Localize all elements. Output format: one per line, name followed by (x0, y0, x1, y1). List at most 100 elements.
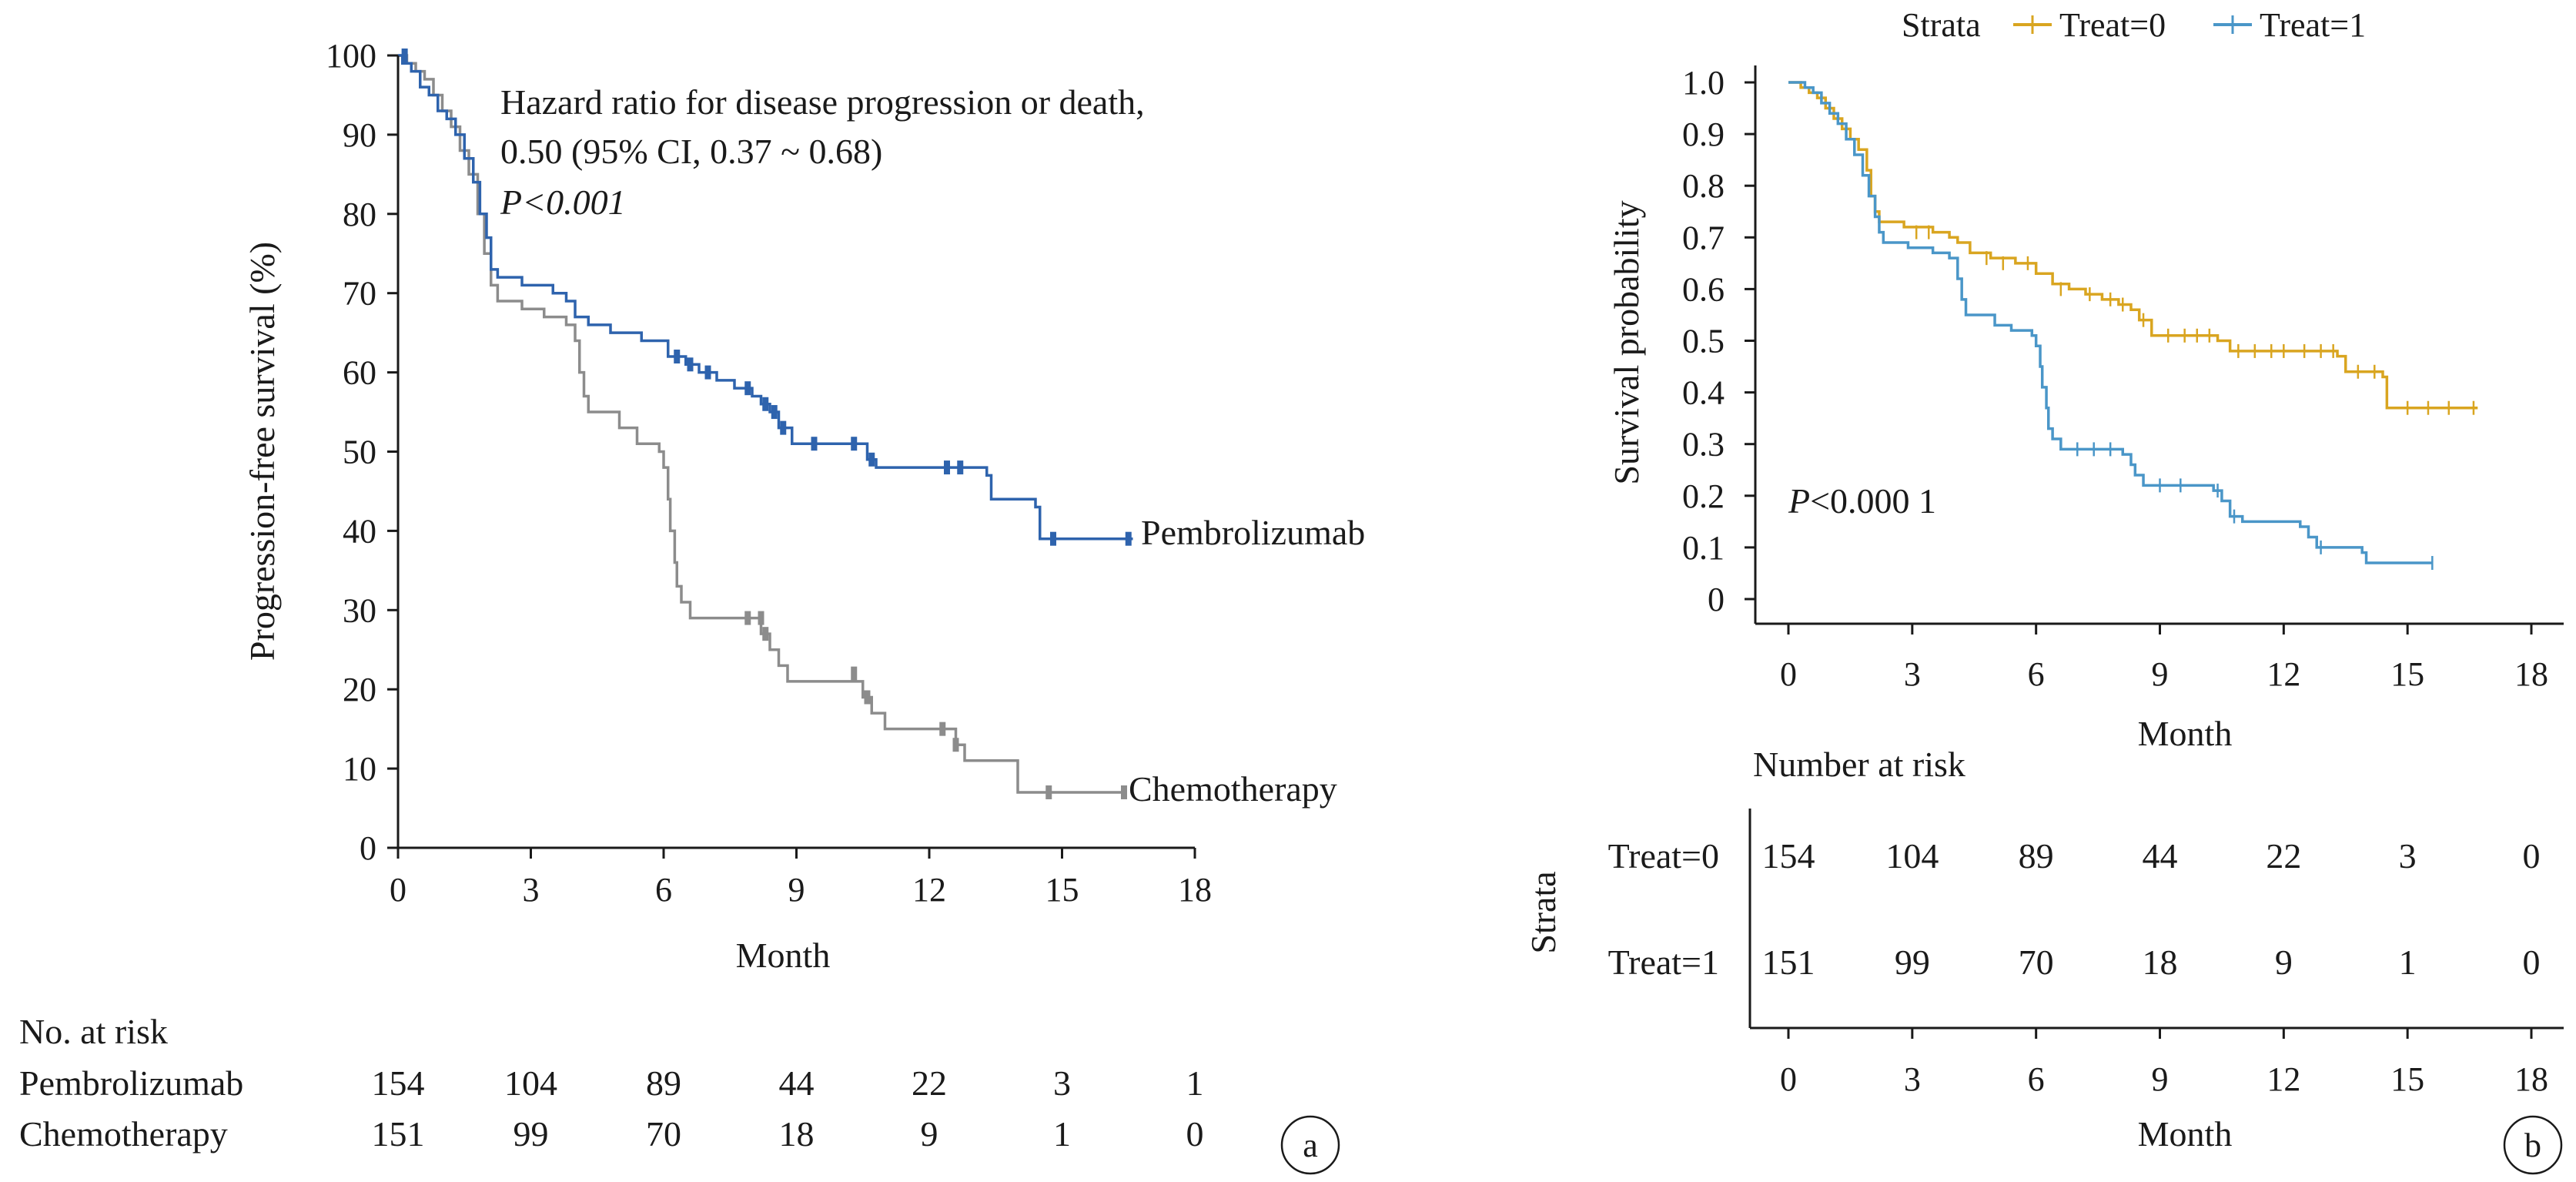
risk-table-b-cell: 0 (2523, 836, 2541, 876)
risk-table-b-cell: 3 (2399, 836, 2417, 876)
risk-table-b-x-axis-label: Month (2138, 1114, 2233, 1154)
censor-mark-chemotherapy (758, 611, 764, 625)
risk-table-a-cell: 44 (779, 1063, 815, 1103)
risk-table-a-cell: 70 (646, 1114, 681, 1154)
panel-a-y-tick-label: 100 (326, 37, 376, 75)
risk-table-b-cell: 1 (2399, 943, 2417, 982)
risk-table-b-cell: 70 (2019, 943, 2054, 982)
censor-mark-pembrolizumab (744, 381, 751, 396)
survival-curve-pembrolizumab (398, 54, 1133, 541)
risk-table-b-cell: 9 (2275, 943, 2293, 982)
censor-mark-pembrolizumab (771, 405, 778, 420)
censor-mark-chemotherapy (762, 627, 769, 641)
panel-a-y-tick-label: 50 (343, 434, 376, 471)
risk-table-a-cell: 18 (779, 1114, 815, 1154)
risk-table-b-x-tick-label: 3 (1904, 1060, 1921, 1098)
risk-table-a-cell: 3 (1053, 1063, 1071, 1103)
risk-table-b-cell: 18 (2143, 943, 2178, 982)
panel-a-y-tick-label: 0 (360, 829, 376, 867)
panel-b-y-tick-label: 0.1 (1682, 529, 1725, 567)
panel-a-y-tick-label: 80 (343, 196, 376, 233)
risk-table-a-title: No. at risk (19, 1012, 168, 1051)
risk-table-a-cell: 151 (372, 1114, 425, 1154)
risk-table-b-values: 154 104 89 44 22 3 0 151 99 70 18 9 1 0 (1762, 836, 2541, 982)
risk-table-b-cell: 151 (1762, 943, 1815, 982)
risk-table-b-x-tick-label: 12 (2267, 1060, 2300, 1098)
censor-mark-pembrolizumab (687, 357, 694, 372)
panel-a-x-tick-label: 18 (1178, 871, 1212, 909)
panel-a-y-tick-label: 40 (343, 512, 376, 550)
panel-b-x-ticks: 0 3 6 9 12 15 18 (1780, 624, 2548, 693)
risk-table-a-cell: 1 (1053, 1114, 1071, 1154)
series-label-pembrolizumab: Pembrolizumab (1141, 513, 1365, 552)
censor-mark-pembrolizumab (1050, 531, 1056, 546)
panel-b-x-tick-label: 18 (2514, 655, 2548, 693)
panel-b-x-tick-label: 12 (2267, 655, 2300, 693)
panel-b-x-tick-label: 6 (2028, 655, 2045, 693)
risk-table-a-cell: 1 (1186, 1063, 1204, 1103)
panel-b: Strata Treat=0 Treat=1 1.0 0.9 0.8 0.7 0.6 0.… (1524, 6, 2564, 1175)
risk-table-a-cell: 104 (504, 1063, 557, 1103)
panel-a-y-tick-label: 60 (343, 354, 376, 392)
panel-a-plot-area (398, 49, 1133, 799)
panel-a-x-axis-label: Month (736, 936, 831, 975)
panel-a-y-axis-label: Progression-free survival (%) (243, 242, 282, 661)
risk-table-a-cell: 99 (514, 1114, 549, 1154)
legend-title: Strata (1902, 6, 1981, 44)
survival-curve-chemotherapy (398, 54, 1124, 794)
risk-table-b-x-tick-label: 15 (2390, 1060, 2424, 1098)
hazard-ratio-annotation-line-1: Hazard ratio for disease progression or … (500, 82, 1145, 122)
risk-table-b-cell: 89 (2019, 836, 2054, 876)
censor-mark-pembrolizumab (851, 437, 858, 451)
panel-b-y-tick-label: 0.2 (1682, 477, 1725, 515)
panel-a-y-tick-label: 10 (343, 750, 376, 788)
panel-b-y-tick-label: 0.3 (1682, 426, 1725, 464)
survival-curve-treat0 (1788, 81, 2478, 410)
panel-b-y-tick-label: 0 (1708, 581, 1725, 618)
censor-mark-chemotherapy (1045, 785, 1052, 799)
risk-table-b-row-label-treat0: Treat=0 (1608, 836, 1719, 876)
risk-table-b-x-tick-label: 6 (2028, 1060, 2045, 1098)
legend-label-treat1: Treat=1 (2260, 6, 2366, 44)
risk-table-b-cell: 99 (1895, 943, 1930, 982)
risk-table-a-cell: 22 (912, 1063, 947, 1103)
risk-table-b-x-tick-label: 0 (1780, 1060, 1797, 1098)
risk-table-b-y-label: Strata (1524, 871, 1563, 953)
panel-b-x-tick-label: 9 (2152, 655, 2169, 693)
panel-a-y-ticks: 0 10 20 30 40 50 60 70 80 90 100 (326, 37, 398, 867)
censor-mark-chemotherapy (744, 611, 751, 625)
panel-a-x-tick-label: 3 (523, 871, 540, 909)
panel-a-x-tick-label: 15 (1045, 871, 1079, 909)
censor-mark-pembrolizumab (780, 420, 787, 435)
panel-b-y-axis-label: Survival probability (1607, 200, 1646, 484)
panel-b-label-circle (2503, 1115, 2563, 1175)
risk-table-b-cell: 104 (1885, 836, 1939, 876)
panel-a-y-tick-label: 20 (343, 671, 376, 708)
legend-label-treat0: Treat=0 (2059, 6, 2166, 44)
panel-a-x-tick-label: 12 (912, 871, 946, 909)
panel-b-x-axis-label: Month (2138, 714, 2233, 753)
panel-b-y-tick-label: 0.9 (1682, 116, 1725, 153)
panel-b-x-tick-label: 0 (1780, 655, 1797, 693)
risk-table-a-values: 154 104 89 44 22 3 1 151 99 70 18 9 1 0 (372, 1063, 1204, 1154)
panel-b-y-tick-label: 0.5 (1682, 323, 1725, 360)
panel-b-y-tick-label: 0.7 (1682, 219, 1725, 256)
panel-a-x-tick-label: 6 (655, 871, 672, 909)
censor-mark-chemotherapy (864, 690, 871, 705)
censor-mark-pembrolizumab (957, 460, 964, 475)
panel-b-y-ticks: 1.0 0.9 0.8 0.7 0.6 0.5 0.4 0.3 0.2 0.1 0 (1682, 64, 1755, 618)
panel-a-label-circle (1280, 1115, 1340, 1175)
series-label-chemotherapy: Chemotherapy (1129, 769, 1337, 809)
risk-table-a-cell: 0 (1186, 1114, 1204, 1154)
risk-table-b-x-tick-label: 9 (2152, 1060, 2169, 1098)
hazard-ratio-annotation-line-2: 0.50 (95% CI, 0.37 ~ 0.68) (500, 132, 882, 171)
risk-table-b-x-ticks: 0 3 6 9 12 15 18 (1780, 1028, 2548, 1098)
risk-table-a-cell: 154 (372, 1063, 425, 1103)
censor-mark-pembrolizumab (762, 397, 769, 411)
p-value-annotation-a: P<0.001 (500, 182, 626, 222)
panel-a-x-tick-label: 0 (390, 871, 406, 909)
panel-b-y-tick-label: 0.4 (1682, 374, 1725, 412)
risk-table-b-cell: 0 (2523, 943, 2541, 982)
